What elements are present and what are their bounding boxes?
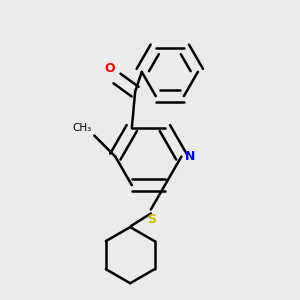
Text: CH₃: CH₃ <box>72 123 92 133</box>
Text: S: S <box>147 214 156 226</box>
Text: N: N <box>185 150 196 163</box>
Text: O: O <box>104 62 115 75</box>
